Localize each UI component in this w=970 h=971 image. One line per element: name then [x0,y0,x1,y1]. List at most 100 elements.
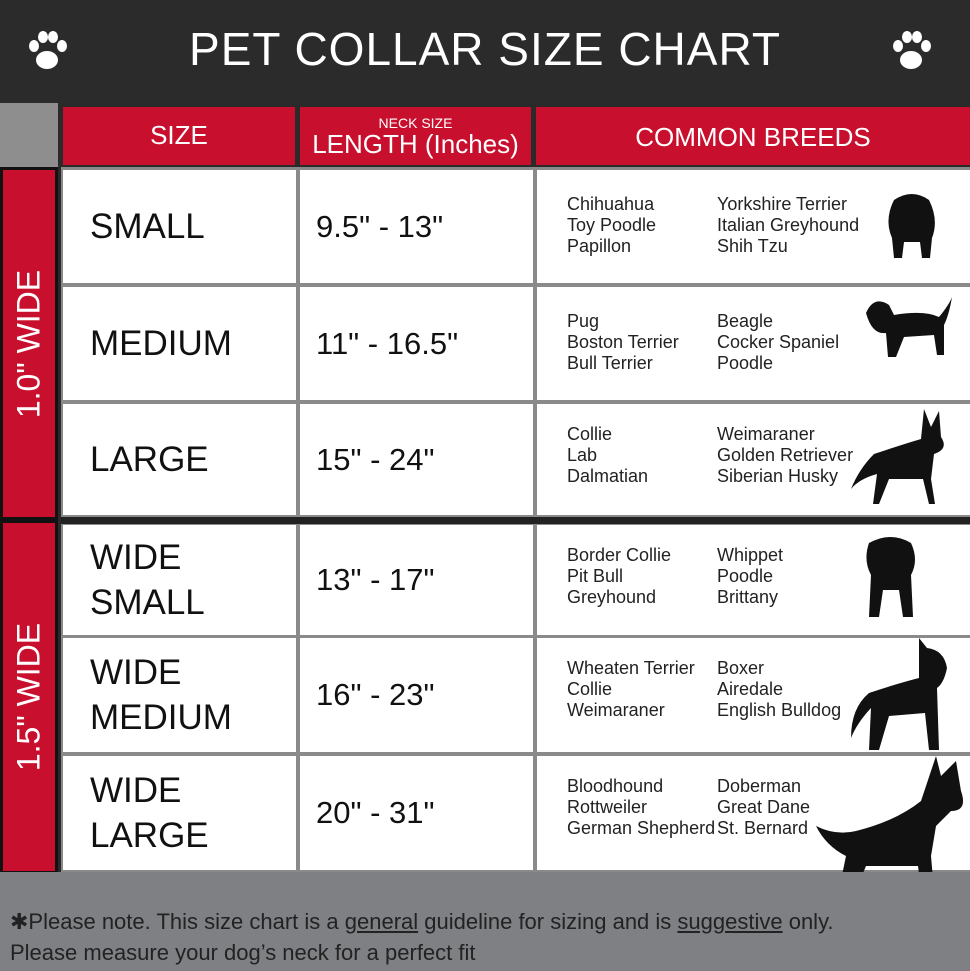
header-length-label: LENGTH (Inches) [312,129,519,159]
group-label: 1.0" WIDE [10,269,47,418]
table-row: SMALL 9.5" - 13" Chihuahua Toy Poodle Papi… [61,170,970,283]
breed-name: Pug [567,311,600,331]
length-cell: 15" - 24" [300,404,533,515]
breed-list: Wheaten Terrier Collie Weimaraner [567,658,695,721]
breed-name: Doberman [717,776,802,796]
length-value: 15" - 24" [316,441,435,477]
breed-list: Bloodhound Rottweiler German Shepherd [567,776,715,839]
breed-name: Border Collie [567,545,672,565]
corner-cell [0,103,58,167]
note-text: only. [782,909,834,934]
size-label: LARGE [90,816,209,855]
table-row: WIDE SMALL 13" - 17" Border Collie Pit Bul… [61,525,970,635]
breed-name: Italian Greyhound [717,215,860,235]
note-line2: Please measure your dog’s neck for a per… [10,940,476,965]
note-underlined: general [344,909,419,934]
length-cell: 16" - 23" [300,638,533,752]
breed-name: Pit Bull [567,566,624,586]
breed-list: Beagle Cocker Spaniel Poodle [717,311,839,374]
breed-name: Brittany [717,587,779,607]
breed-name: Poodle [717,566,774,586]
breed-name: Whippet [717,545,784,565]
breed-name: English Bulldog [717,700,842,720]
breed-list: Weimaraner Golden Retriever Siberian Husky [717,424,853,487]
breed-name: Lab [567,445,598,465]
group-divider [61,517,970,524]
footer-note: ✱Please note. This size chart is a gener… [0,872,970,971]
breed-name: Beagle [717,311,774,331]
breed-name: Shih Tzu [717,236,788,256]
length-value: 20" - 31" [316,795,435,830]
size-cell: LARGE [63,404,296,515]
breed-name: Boxer [717,658,765,678]
breed-name: Greyhound [567,587,657,607]
group-band-1in: 1.0" WIDE [0,167,58,520]
size-label: MEDIUM [90,698,232,737]
breed-name: Boston Terrier [567,332,679,352]
breed-name: Collie [567,679,613,699]
size-cell: WIDE LARGE [63,756,296,870]
size-label: LARGE [90,439,209,479]
breed-name: Wheaten Terrier [567,658,695,678]
header-neck-size-label: NECK SIZE [378,115,453,131]
breed-list: Collie Lab Dalmatian [567,424,648,487]
size-cell: MEDIUM [63,287,296,400]
table-row: LARGE 15" - 24" Collie Lab Dalmatian Weimar… [61,404,970,515]
breed-list: Yorkshire Terrier Italian Greyhound Shih T… [717,194,859,257]
pitbull-icon [851,638,947,750]
breed-list: Boxer Airedale English Bulldog [717,658,841,721]
table-row: MEDIUM 11" - 16.5" Pug Boston Terrier Bull… [61,287,970,400]
size-cell: WIDE SMALL [63,525,296,635]
medium-dog-icon [866,297,952,357]
breed-name: Siberian Husky [717,466,839,486]
size-label: SMALL [90,206,205,246]
page-title: PET COLLAR SIZE CHART [189,23,781,75]
breed-name: Yorkshire Terrier [717,194,848,214]
breed-name: St. Bernard [717,818,809,838]
breed-name: Rottweiler [567,797,648,817]
size-label: WIDE [90,770,182,810]
size-label: WIDE [90,652,182,692]
size-cell: WIDE MEDIUM [63,638,296,752]
length-cell: 9.5" - 13" [300,170,533,283]
breed-list: Pug Boston Terrier Bull Terrier [567,311,679,374]
length-cell: 20" - 31" [300,756,533,870]
breed-list: Whippet Poodle Brittany [717,545,783,608]
breed-name: Weimaraner [717,424,815,444]
note-underlined: suggestive [677,909,783,934]
small-dog-icon [888,194,935,258]
header-size: SIZE [63,107,295,165]
breed-list: Doberman Great Dane St. Bernard [717,776,810,839]
length-value: 9.5" - 13" [316,208,444,244]
breed-list: Chihuahua Toy Poodle Papillon [567,194,656,257]
breed-name: Great Dane [717,797,811,817]
note-text: guideline for sizing and is [418,909,678,934]
group-label: 1.5" WIDE [10,622,47,772]
header-length: NECK SIZE LENGTH (Inches) [300,107,531,165]
breed-name: Weimaraner [567,700,665,720]
breed-name: Bloodhound [567,776,664,796]
group-band-1-5in: 1.5" WIDE [0,520,58,874]
paw-icon [29,31,67,69]
breed-name: Collie [567,424,613,444]
large-dog-icon [851,409,944,504]
breed-name: German Shepherd [567,818,716,838]
size-label: SMALL [90,583,205,622]
breed-name: Bull Terrier [567,353,653,373]
header-breeds: COMMON BREEDS [536,107,970,165]
table-row: WIDE MEDIUM 16" - 23" Wheaten Terrier Coll… [61,638,970,752]
length-value: 13" - 17" [316,562,435,597]
table-row: WIDE LARGE 20" - 31" Bloodhound Rottweiler… [61,756,970,914]
breed-name: Poodle [717,353,774,373]
breed-name: Cocker Spaniel [717,332,840,352]
size-table: SMALL 9.5" - 13" Chihuahua Toy Poodle Papi… [61,167,970,914]
paw-icon [893,31,931,69]
breed-name: Dalmatian [567,466,649,486]
length-cell: 11" - 16.5" [300,287,533,400]
length-value: 11" - 16.5" [316,325,459,361]
note-text: ✱Please note. This size chart is a [10,909,345,934]
breed-name: Chihuahua [567,194,655,214]
header-size-label: SIZE [150,120,208,150]
breed-name: Toy Poodle [567,215,657,235]
breed-name: Golden Retriever [717,445,854,465]
